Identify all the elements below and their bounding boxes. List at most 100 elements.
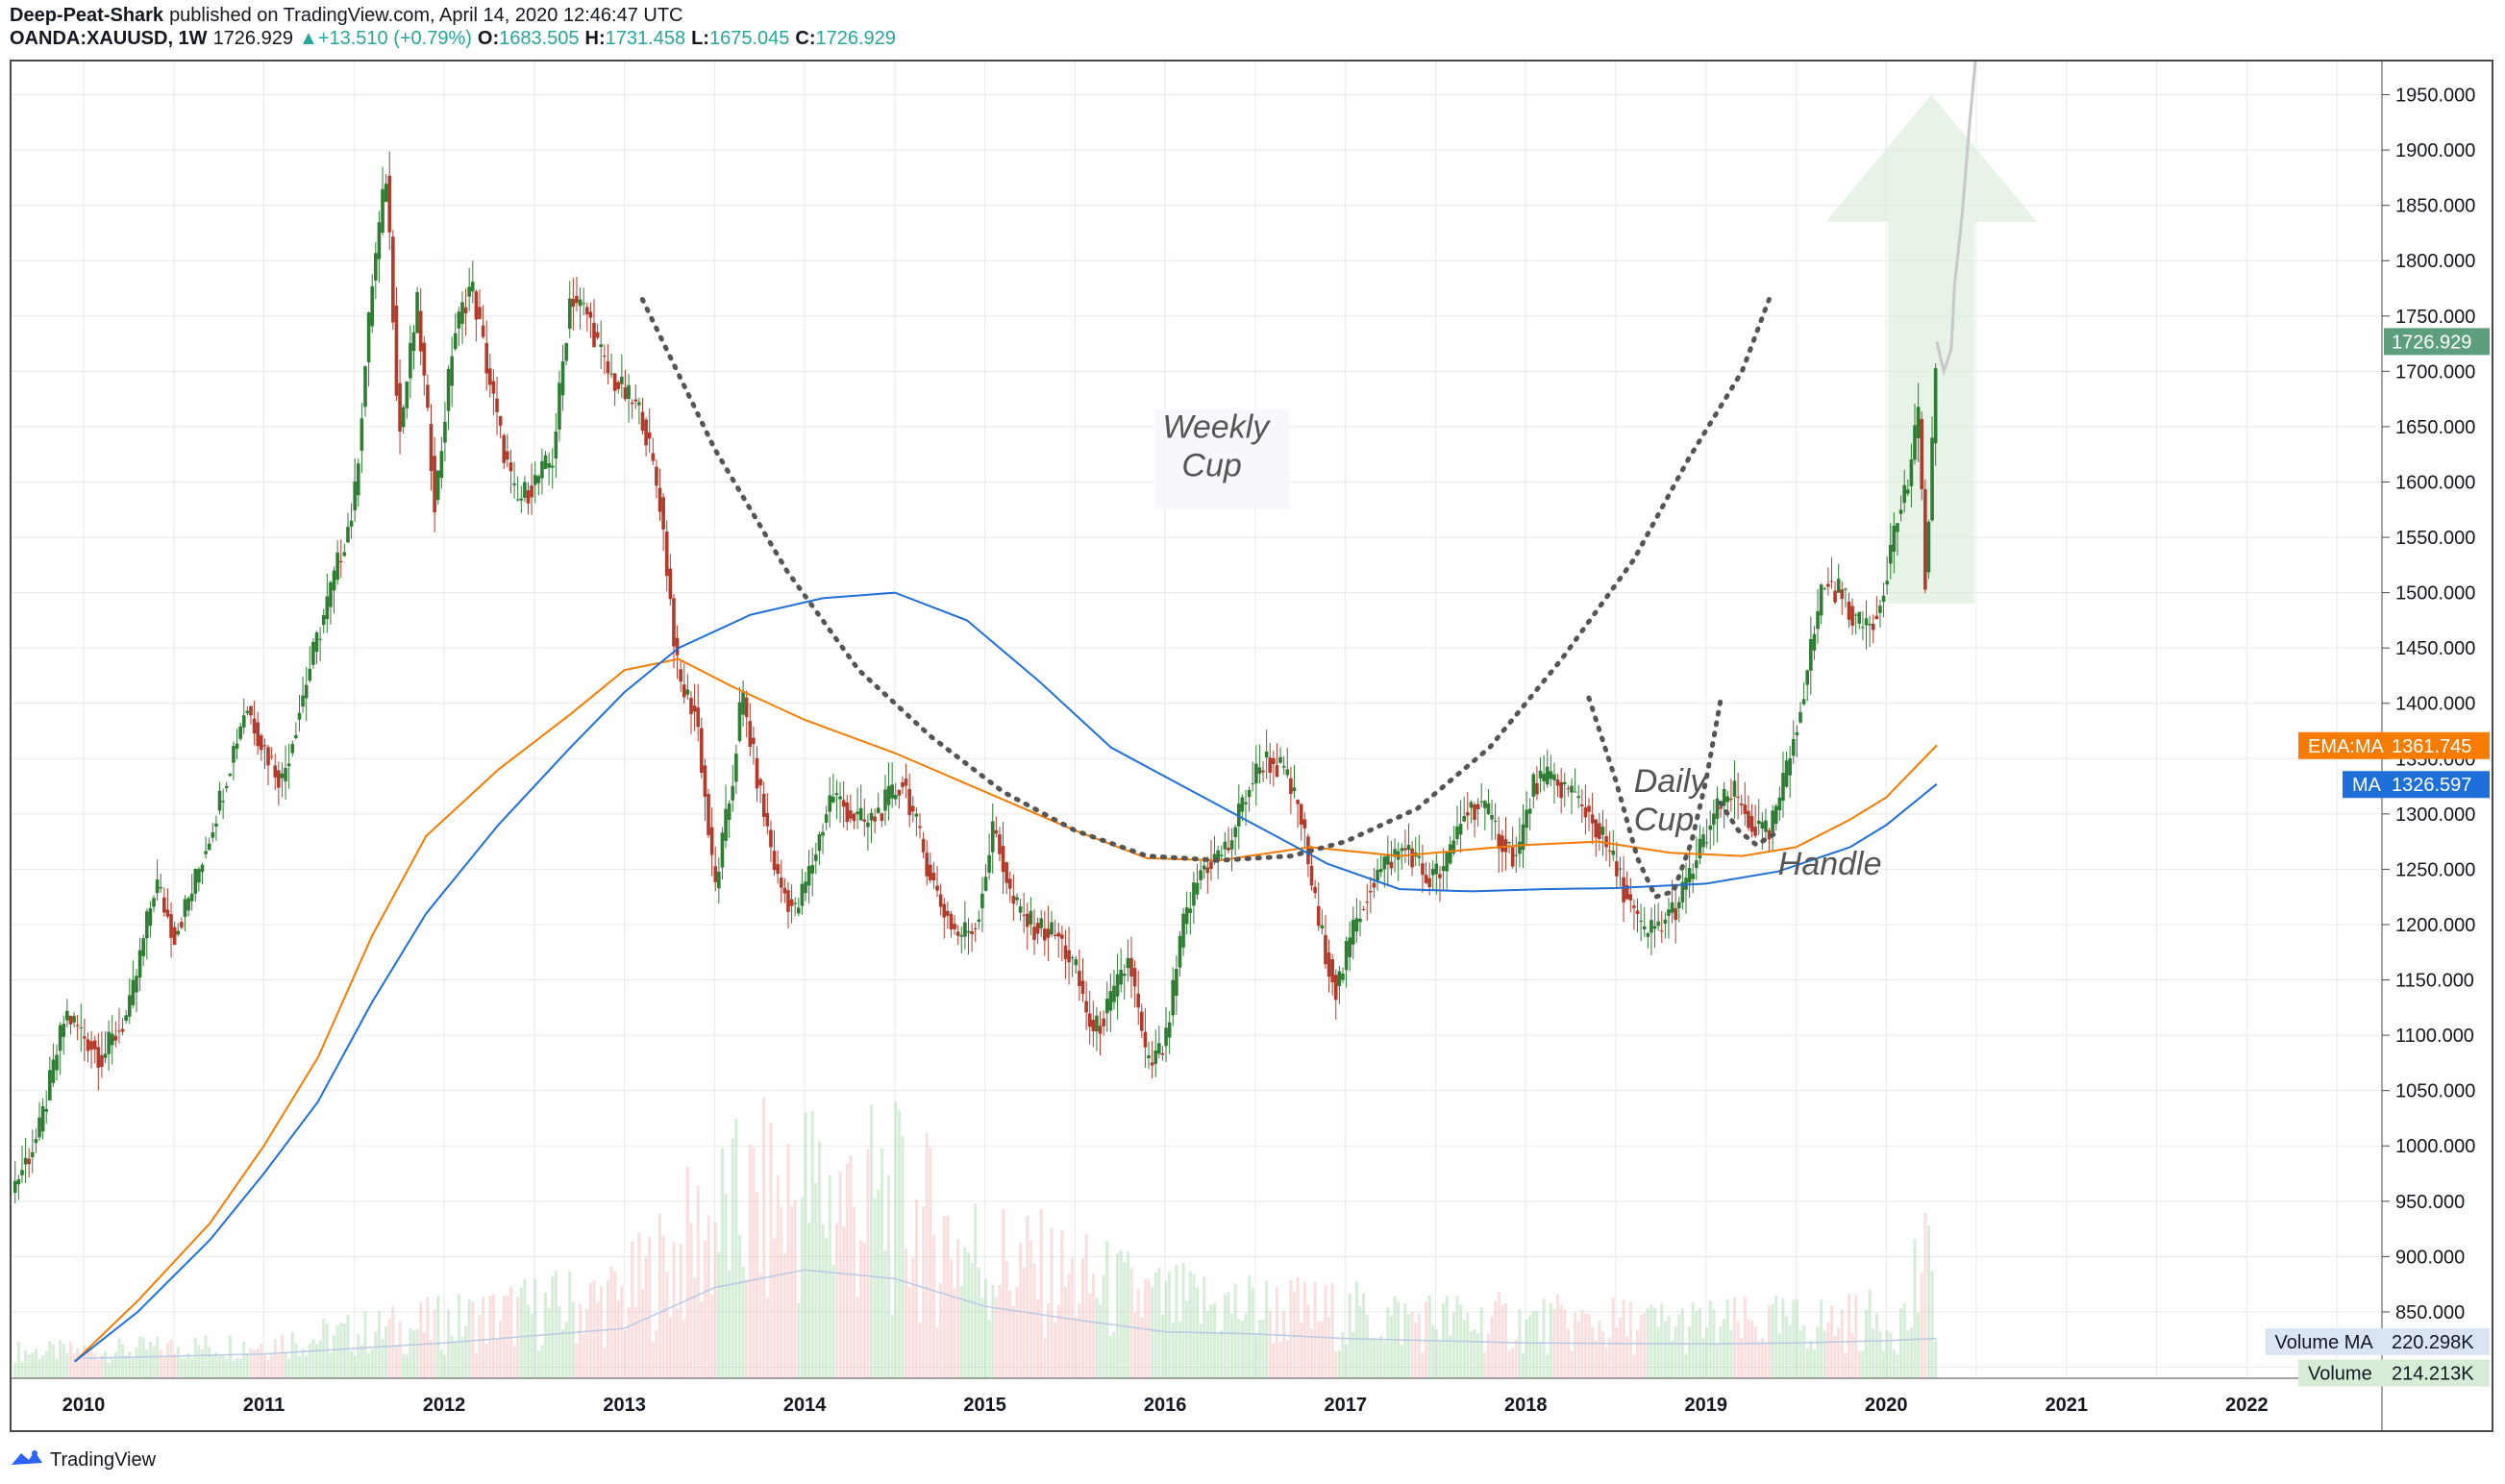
volume-bar (717, 1251, 721, 1378)
candle-body (588, 311, 593, 318)
candle-body (1663, 919, 1668, 924)
volume-bar (519, 1287, 523, 1378)
candle-body (564, 342, 568, 361)
candle-body (692, 705, 697, 712)
price-tick-label: 1400.000 (2395, 694, 2475, 715)
price-tick-label: 1450.000 (2395, 638, 2475, 659)
candle-body (1316, 905, 1321, 927)
volume-bar (1501, 1304, 1504, 1378)
candle-body (558, 383, 561, 430)
volume-bar (454, 1341, 458, 1378)
volume-bar (308, 1344, 311, 1378)
volume-bar (204, 1335, 208, 1378)
candle-body (377, 222, 382, 260)
volume-bar (1781, 1298, 1785, 1378)
volume-bar (315, 1344, 319, 1378)
time-tick-label: 2011 (243, 1395, 285, 1416)
volume-bar (1878, 1331, 1882, 1378)
candle-body (620, 376, 624, 384)
candle-body (1926, 521, 1931, 573)
volume-bar (599, 1285, 603, 1378)
volume-bar (800, 1197, 804, 1378)
volume-bar (1043, 1338, 1047, 1378)
tradingview-brand[interactable]: TradingView (50, 1449, 157, 1471)
candle-body (1091, 1019, 1096, 1031)
volume-bar (1598, 1320, 1601, 1378)
volume-bar (48, 1341, 52, 1378)
candle-body (1327, 952, 1331, 977)
volume-bar (411, 1329, 415, 1378)
volume-bar (1546, 1353, 1550, 1378)
volume-bar (1708, 1300, 1712, 1378)
candle-body (709, 827, 714, 855)
volume-bar (1820, 1299, 1823, 1378)
candle-body (1119, 970, 1123, 985)
candle-body (1046, 928, 1051, 938)
volume-bar (1410, 1311, 1414, 1378)
candle-body (1525, 809, 1528, 829)
candle-body (1108, 991, 1113, 1011)
candle-body (107, 1031, 111, 1054)
volume-bar (603, 1347, 607, 1378)
candle-body (329, 581, 333, 607)
volume-bar (1129, 1268, 1133, 1378)
candle-body (582, 303, 585, 305)
candle-body (1348, 937, 1352, 957)
candle-body (1417, 855, 1422, 858)
volume-bar (1438, 1341, 1442, 1378)
volume-bar (620, 1286, 624, 1378)
candle-body (1555, 779, 1560, 786)
volume-bar (197, 1345, 201, 1378)
volume-bar (1732, 1297, 1736, 1378)
volume-bar (609, 1266, 613, 1378)
volume-bar (1494, 1300, 1498, 1378)
candle-body (1236, 804, 1241, 827)
candle-body (1199, 870, 1203, 880)
candle-body (560, 361, 565, 396)
volume-bar (966, 1251, 970, 1378)
candle-body (277, 770, 281, 788)
volume-bar (484, 1343, 488, 1378)
candle-body (1281, 765, 1286, 768)
candle-body (682, 684, 686, 698)
volume-bar (1747, 1318, 1750, 1378)
tradingview-logo-icon[interactable] (10, 1447, 44, 1473)
candle-body (1680, 881, 1685, 903)
volume-bar (1337, 1350, 1341, 1378)
volume-bar (1181, 1262, 1185, 1378)
candle-body (488, 368, 492, 385)
candle-body (1333, 975, 1338, 1001)
volume-bar (1306, 1304, 1310, 1378)
volume-bar (1220, 1329, 1224, 1378)
candle-body (1878, 606, 1882, 613)
volume-bar (1896, 1353, 1899, 1378)
volume-bar (953, 1288, 956, 1378)
volume-bar (1688, 1325, 1692, 1378)
chart-frame[interactable]: Weekly Cup Daily Cup Handle 1950.000 1900.000 1… (10, 60, 2493, 1432)
volume-bar (648, 1236, 652, 1378)
symbol-name[interactable]: OANDA:XAUUSD, 1W (10, 28, 208, 49)
candle-body (914, 813, 919, 817)
candle-body (1192, 882, 1196, 906)
volume-bar (880, 1148, 883, 1378)
volume-bar (561, 1328, 565, 1378)
volume-bar (391, 1305, 395, 1378)
volume-bar (1237, 1319, 1241, 1378)
volume-bar (1760, 1338, 1764, 1378)
candle-body (533, 475, 537, 485)
volume-bar (1032, 1264, 1036, 1378)
candle-body (1795, 731, 1799, 735)
candle-body (1223, 841, 1228, 850)
candle-body (955, 931, 960, 936)
volume-bar (339, 1323, 343, 1378)
candle-body (876, 807, 880, 814)
volume-bar (1112, 1331, 1116, 1378)
volume-bar (1292, 1291, 1296, 1378)
price-chart[interactable]: WeeklyCupDailyCupHandle1950.0001900.0001… (12, 62, 2492, 1430)
author-name[interactable]: Deep-Peat-Shark (10, 5, 164, 26)
volume-bar (1199, 1323, 1203, 1378)
volume-bar (676, 1308, 680, 1378)
candle-body (1676, 902, 1681, 909)
candle-body (1756, 820, 1761, 825)
volume-bar (1497, 1292, 1501, 1378)
